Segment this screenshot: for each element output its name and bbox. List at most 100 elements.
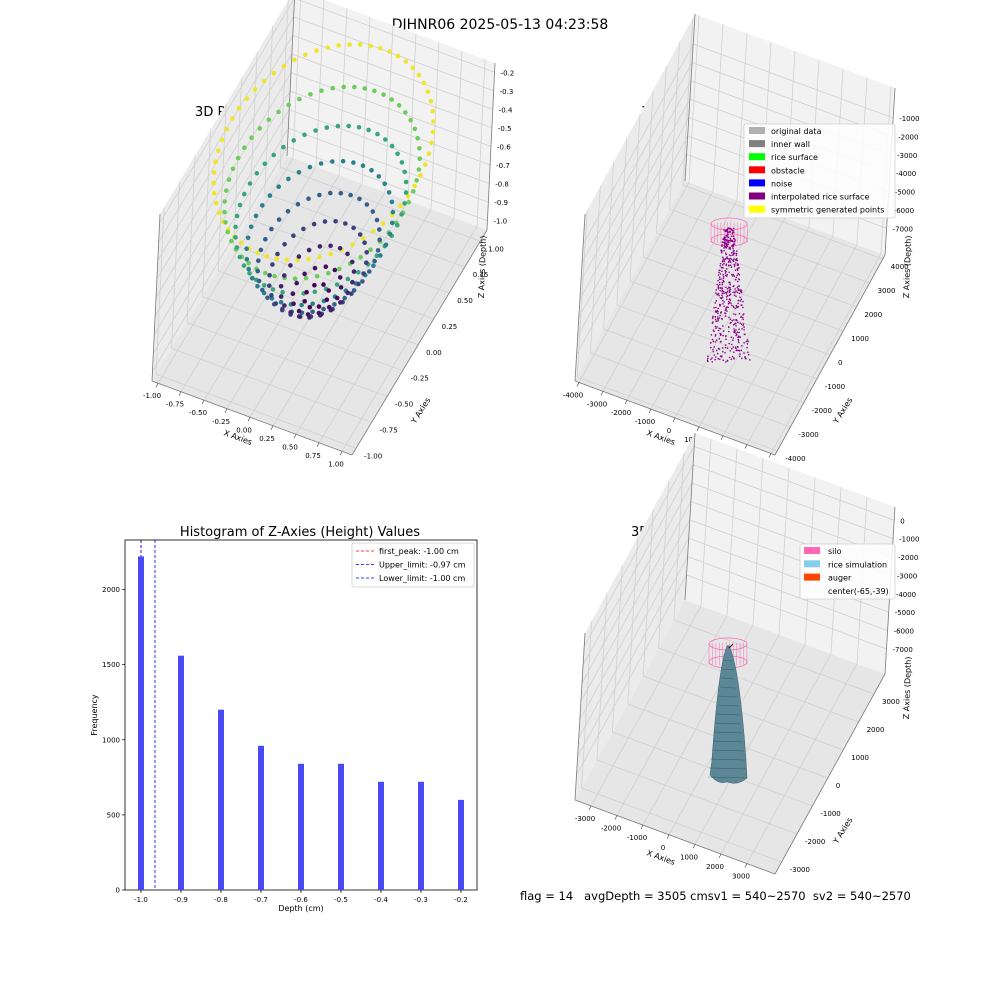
plot3-x-tick-label: -0.9 (174, 896, 188, 904)
plot2-rice-point (723, 249, 725, 252)
plot1-point (310, 309, 315, 315)
plot1-point (337, 266, 342, 272)
plot2-rice-point (736, 291, 739, 294)
plot2-rice-point (706, 359, 709, 362)
plot2-rice-point (727, 260, 730, 263)
plot1-grid-x (226, 183, 363, 409)
plot2-rice-point (727, 330, 730, 333)
plot3-x-tick-label: -0.6 (294, 896, 308, 904)
plot1-point (351, 225, 356, 231)
plot2-rice-point (746, 339, 749, 341)
plot4-z-tick-label: -6000 (894, 628, 914, 636)
plot1-point (425, 89, 431, 95)
plot2-rice-point (715, 292, 717, 294)
plot4-grid-z (580, 501, 692, 702)
plot1-edge (351, 229, 488, 456)
plot3-x-tick-label: -0.7 (254, 896, 268, 904)
plot1-point (374, 217, 380, 223)
plot2-rice-point (719, 265, 721, 267)
plot2-rice-point (731, 239, 733, 242)
plot2-rice-point (732, 247, 734, 250)
plot2-rice-point (746, 346, 748, 349)
plot2-rice-point (718, 281, 721, 284)
plot2-x-tick (648, 408, 652, 414)
plot2-rice-point (723, 258, 726, 261)
plot2-rice-point (740, 291, 743, 294)
plot4-grid-x (642, 624, 754, 826)
plot2-rice-point (723, 243, 726, 245)
plot4-rice-mesh (715, 722, 741, 725)
plot2-rice-point (736, 274, 739, 277)
plot2-rice-point (714, 325, 717, 328)
plot2-rice-point (729, 350, 732, 352)
plot2-rice-point (735, 250, 738, 252)
plot2-rice-point (733, 328, 735, 330)
plot1-point (303, 52, 308, 58)
plot1-point (326, 288, 332, 293)
plot2-y-tick-label: 3000 (878, 287, 896, 295)
plot2-rice-point (741, 357, 743, 360)
plot2-rice-point (747, 340, 749, 343)
plot1-x-tick (247, 417, 251, 422)
plot2-rice-point (725, 257, 728, 259)
plot1-point (263, 237, 268, 242)
plot1-point (216, 210, 222, 215)
plot1-point (257, 126, 263, 131)
plot2-rice-point (720, 251, 723, 254)
plot2-grid-y (603, 328, 804, 404)
plot2-rice-point (733, 231, 735, 233)
plot2-rice-point (727, 300, 730, 303)
plot1-point (306, 247, 312, 253)
plot1-point (416, 72, 422, 78)
plot2-rice-point (725, 243, 728, 245)
plot2-rice-point (724, 344, 727, 346)
plot4-grid-z (694, 445, 895, 521)
plot1-points (211, 42, 436, 320)
plot2-rice-point (742, 314, 744, 316)
plot2-rice-point (733, 285, 735, 287)
plot1-point (328, 251, 334, 257)
plot2-rice-point (712, 340, 715, 343)
plot2-rice-point (717, 292, 720, 295)
plot1-point (255, 250, 260, 256)
plot1-z-tick-label: -0.2 (501, 69, 515, 77)
plot1-grid-z (157, 35, 294, 261)
plot2-rice-point (725, 335, 727, 337)
plot2-rice-point (725, 253, 727, 256)
plot2-rice-point (743, 329, 745, 331)
plot2-rice-point (725, 240, 728, 242)
plot1-edge (486, 62, 496, 231)
plot4-rice-mesh (709, 767, 747, 770)
plot3-x-tick-label: -0.5 (334, 896, 348, 904)
plot2-grid-z (579, 98, 691, 300)
plot4-y-tick-label: 0 (836, 782, 840, 790)
plot2-rice-point (734, 239, 737, 241)
plot2-rice-point (722, 279, 724, 282)
plot4-rice-mesh (711, 749, 745, 752)
plot2-rice-point (719, 262, 722, 265)
plot2-rice-point (713, 307, 715, 309)
plot2-rice-point (729, 261, 732, 263)
plot2-rice-point (736, 286, 739, 289)
plot1-point (372, 88, 377, 94)
plot1-point (253, 213, 259, 219)
plot2-rice-point (725, 293, 728, 295)
plot1-point (356, 125, 362, 130)
plot1-x-tick (316, 442, 320, 447)
plot2-rice-point (714, 302, 717, 304)
plot4-grid-z (686, 574, 887, 650)
plot3-x-axis-label: Depth (cm) (278, 904, 323, 913)
plot1-point (340, 158, 346, 164)
plot2-rice-point (728, 271, 730, 274)
plot2-rice-point (722, 303, 724, 305)
plot1-point (271, 152, 277, 158)
plot2-rice-point (725, 234, 727, 237)
plot4-grid-x (694, 644, 806, 845)
plot1-point (278, 294, 284, 299)
plot2-x-tick (696, 426, 700, 432)
plot4-z-tick-label: -4000 (896, 591, 916, 599)
plot2-rice-point (729, 237, 732, 240)
plot2-grid-z (581, 62, 693, 263)
plot2-rice-point (731, 235, 733, 237)
plot2-rice-point (722, 241, 724, 244)
